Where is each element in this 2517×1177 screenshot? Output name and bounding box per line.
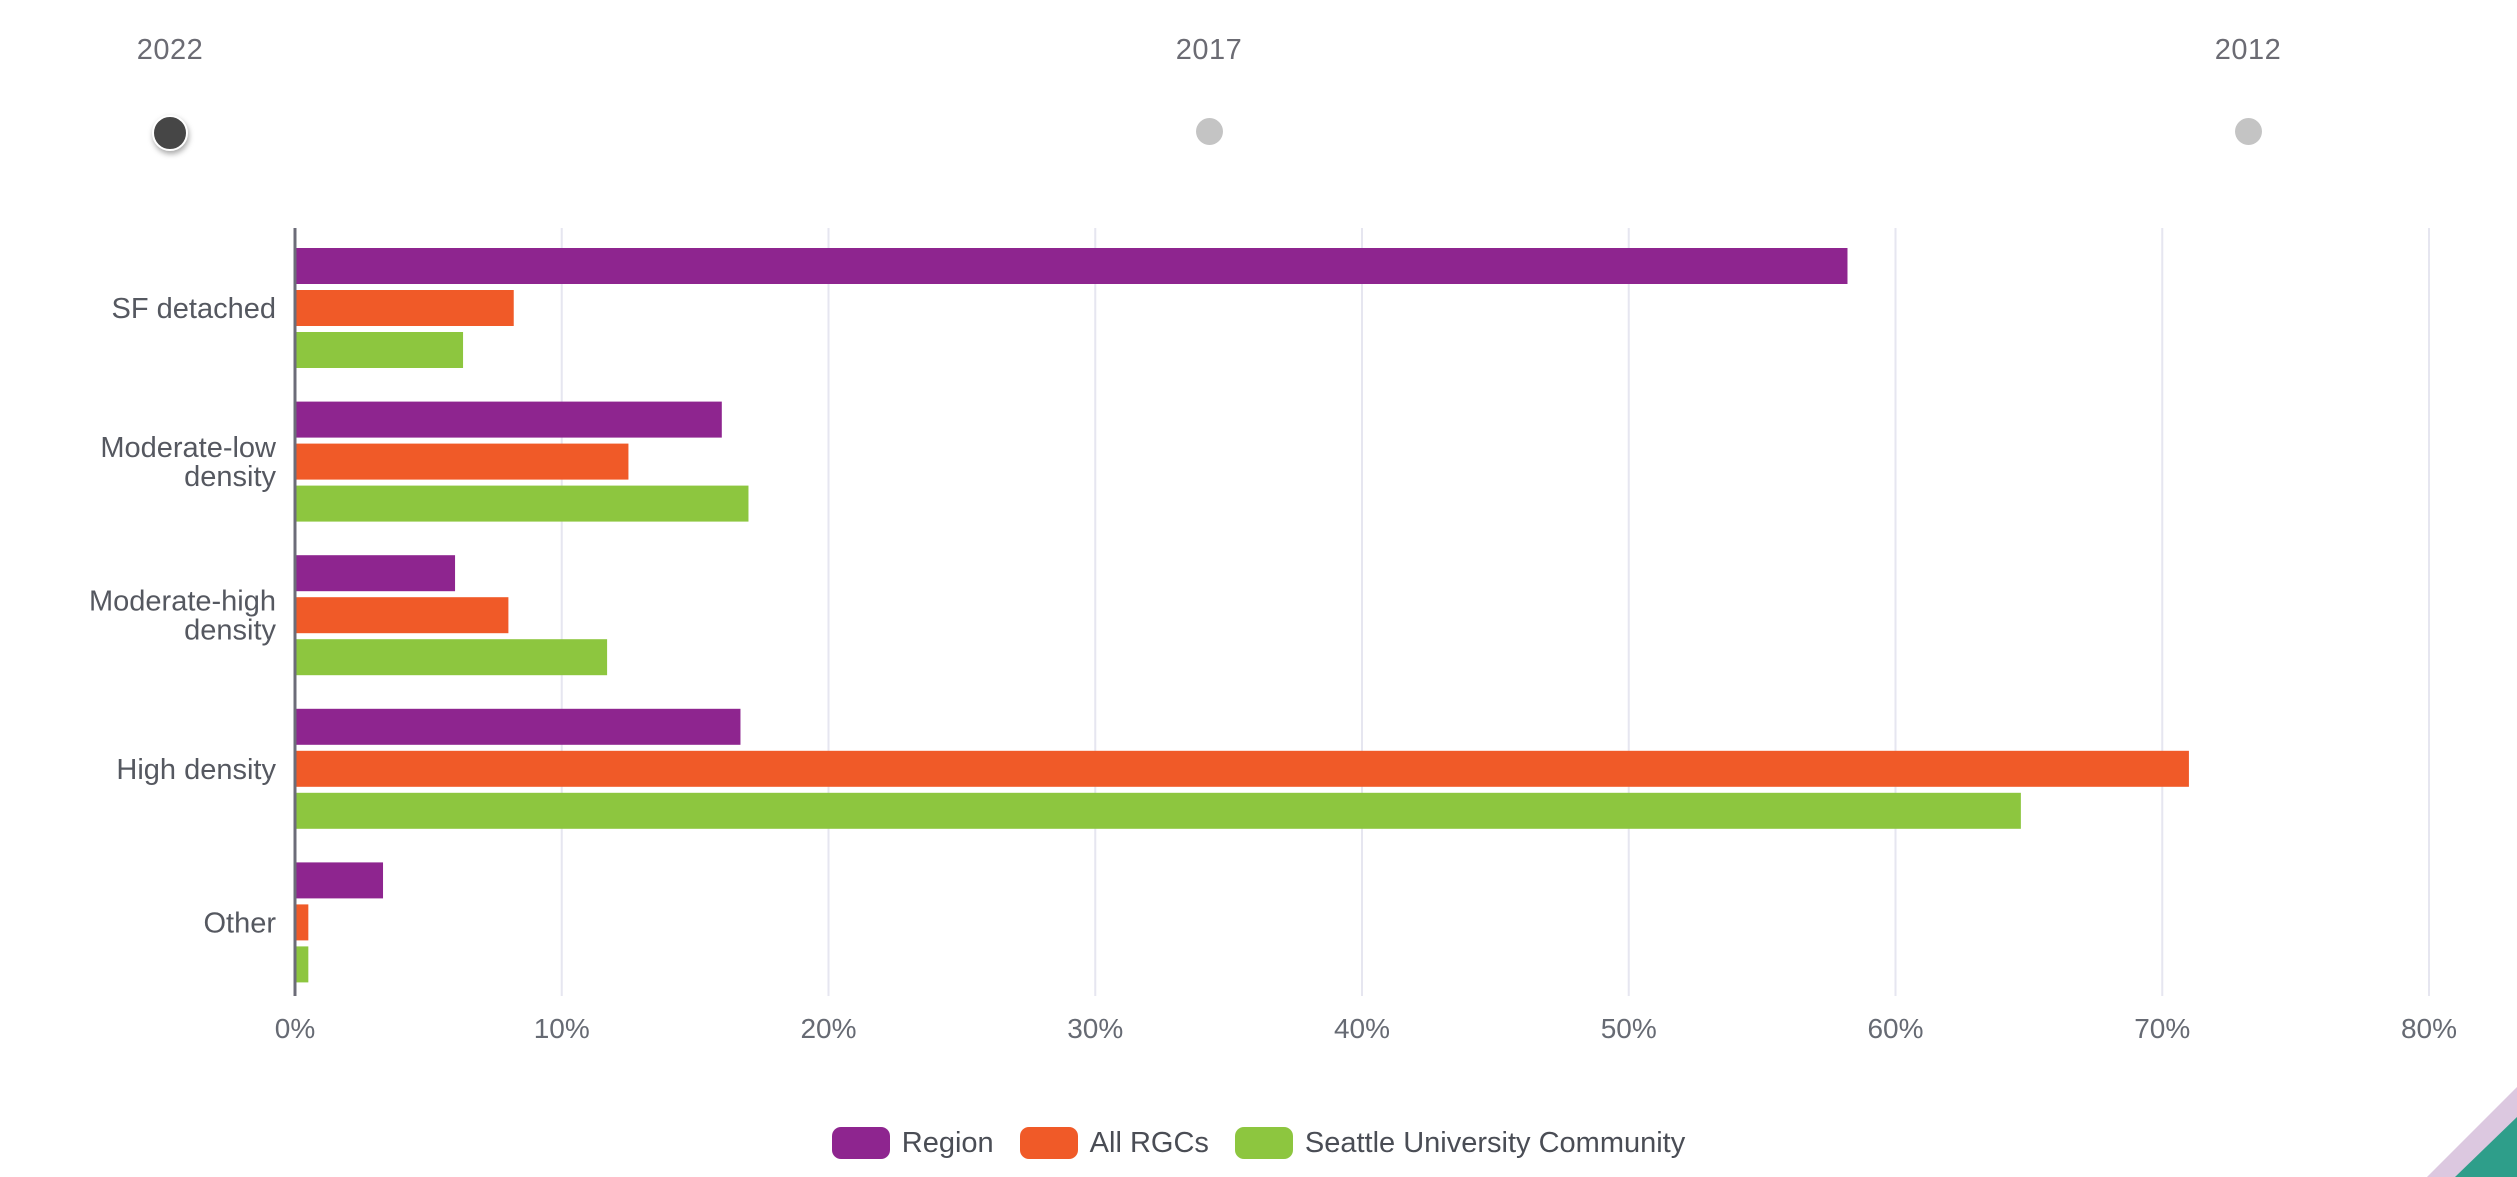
timeline-year-2022[interactable]: 2022 [70,30,270,151]
x-tick-label: 30% [1067,1013,1123,1044]
bar [295,401,722,438]
category-label: Moderate-high density [89,586,276,647]
bar [295,904,309,941]
legend-swatch-region [831,1127,890,1159]
timeline-year-2017[interactable]: 2017 [1109,30,1309,145]
chart-legend: Region All RGCs Seattle University Commu… [0,1118,2517,1168]
corner-decoration [2427,1087,2517,1177]
timeline-dot-active[interactable] [152,115,188,151]
bar [295,443,629,480]
timeline-year-label: 2022 [136,34,204,66]
bar [295,555,456,592]
x-tick-label: 50% [1601,1013,1657,1044]
legend-item-seattle-university-community[interactable]: Seattle University Community [1234,1126,1686,1160]
bar [295,946,309,983]
bar-chart: 0% 10% 20% 30% 40% 50% 60% 70% 80% SF detached Mod… [89,228,2457,1044]
bar [295,248,1848,284]
year-timeline: 2022 2017 2012 [0,0,2517,160]
legend-swatch-all-rgcs [1019,1127,1078,1159]
category-label: SF detached [112,293,276,325]
bar [295,290,514,326]
bar [295,862,384,899]
bar [295,792,2021,829]
timeline-dot[interactable] [1195,118,1223,145]
timeline-year-label: 2012 [2214,34,2282,66]
bar [295,750,2189,787]
bar [295,332,464,368]
x-tick-label: 80% [2401,1013,2457,1044]
x-tick-label: 20% [800,1013,856,1044]
bar [295,597,509,634]
timeline-year-label: 2017 [1175,34,1243,66]
x-tick-label: 70% [2134,1013,2190,1044]
x-tick-label: 10% [534,1013,590,1044]
legend-label: Region [901,1126,994,1159]
x-tick-label: 0% [275,1013,315,1044]
category-label: High density [116,754,276,786]
bar [295,708,741,745]
bar [295,485,749,522]
legend-label: Seattle University Community [1304,1126,1686,1159]
category-label: Other [203,907,276,939]
bar [295,639,608,676]
timeline-dot[interactable] [2234,118,2262,145]
legend-item-region[interactable]: Region [831,1126,994,1160]
legend-item-all-rgcs[interactable]: All RGCs [1019,1126,1209,1160]
corner-teal-shape [2455,1117,2517,1177]
category-label: Moderate-low density [100,432,277,493]
x-tick-label: 40% [1334,1013,1390,1044]
legend-swatch-seattle-university-community [1234,1127,1293,1159]
legend-label: All RGCs [1089,1126,1209,1159]
x-tick-label: 60% [1867,1013,1923,1044]
timeline-year-2012[interactable]: 2012 [2148,30,2348,145]
